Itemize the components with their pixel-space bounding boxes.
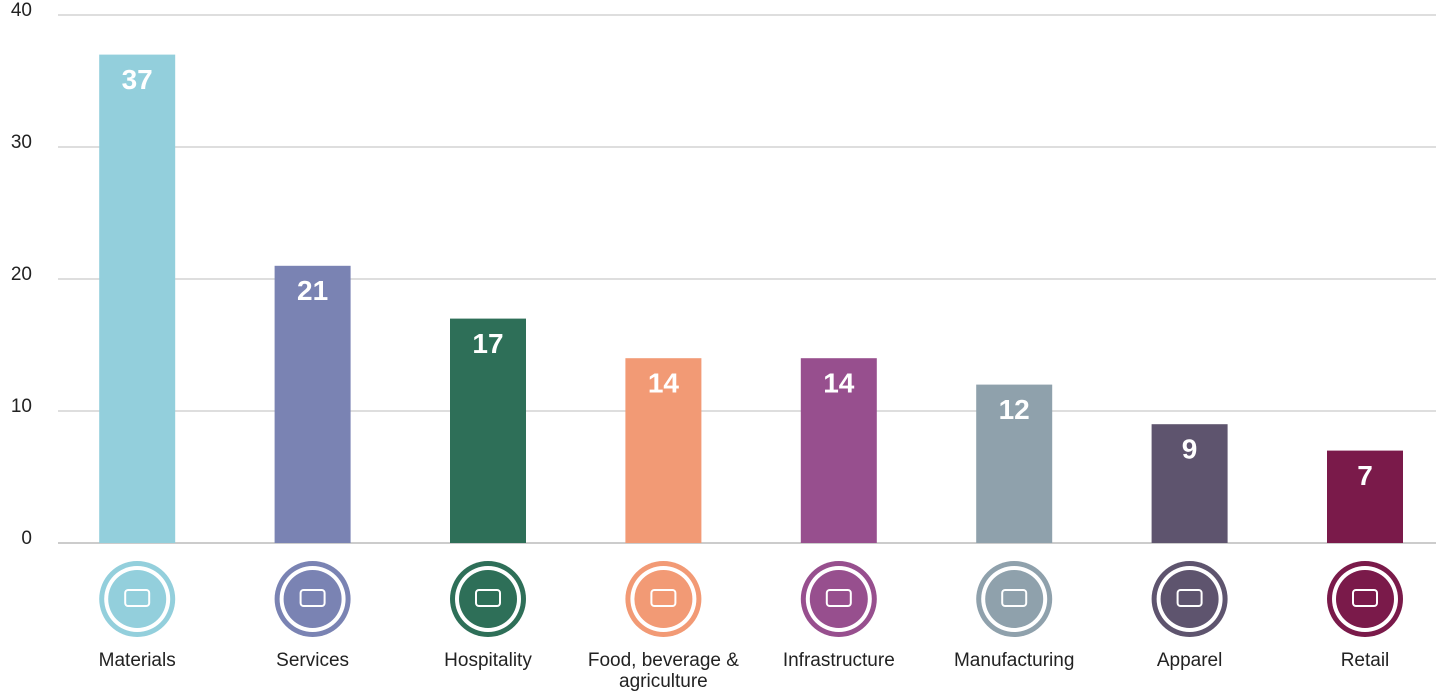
bar xyxy=(800,358,877,543)
bar xyxy=(99,54,176,543)
icon xyxy=(1160,570,1219,628)
icon-glyph xyxy=(475,589,501,607)
value-label: 14 xyxy=(823,368,855,399)
x-tick-label: Apparel xyxy=(1156,650,1223,671)
icon-glyph xyxy=(650,589,677,607)
y-tick-label: 10 xyxy=(11,396,32,417)
value-label: 9 xyxy=(1182,434,1198,465)
x-tick-label: Manufacturing xyxy=(953,650,1075,671)
bar xyxy=(450,318,526,543)
x-tick-label: Hospitality xyxy=(444,650,532,671)
icon-glyph xyxy=(1176,589,1203,607)
bar xyxy=(274,265,351,543)
bar xyxy=(1327,450,1403,543)
x-tick-label: Materials xyxy=(98,650,176,671)
icon-glyph xyxy=(825,589,852,607)
icon xyxy=(1336,570,1394,628)
icon xyxy=(283,570,342,628)
icon xyxy=(459,570,517,628)
bar xyxy=(625,358,702,543)
y-tick-label: 20 xyxy=(11,264,32,285)
bar xyxy=(976,384,1053,543)
icon xyxy=(634,570,693,628)
bar xyxy=(1151,424,1228,543)
icon xyxy=(108,570,167,628)
icon-glyph xyxy=(299,589,326,607)
value-label: 14 xyxy=(648,368,680,399)
x-tick-label: Services xyxy=(276,650,350,671)
icon-glyph xyxy=(124,589,151,607)
icon xyxy=(809,570,868,628)
y-tick-label: 30 xyxy=(11,132,32,153)
value-label: 12 xyxy=(999,394,1030,425)
icon xyxy=(985,570,1044,628)
x-tick-label: Infrastructure xyxy=(782,650,895,671)
y-tick-label: 0 xyxy=(21,528,32,549)
value-label: 21 xyxy=(297,275,328,306)
icon-glyph xyxy=(1001,589,1028,607)
y-tick-label: 40 xyxy=(11,0,32,21)
x-tick-label: Retail xyxy=(1340,650,1390,671)
value-label: 17 xyxy=(472,328,503,359)
x-tick-label: Food, beverage & agriculture xyxy=(587,650,739,692)
value-label: 7 xyxy=(1357,460,1373,491)
icon-glyph xyxy=(1352,589,1378,607)
value-label: 37 xyxy=(122,64,153,95)
